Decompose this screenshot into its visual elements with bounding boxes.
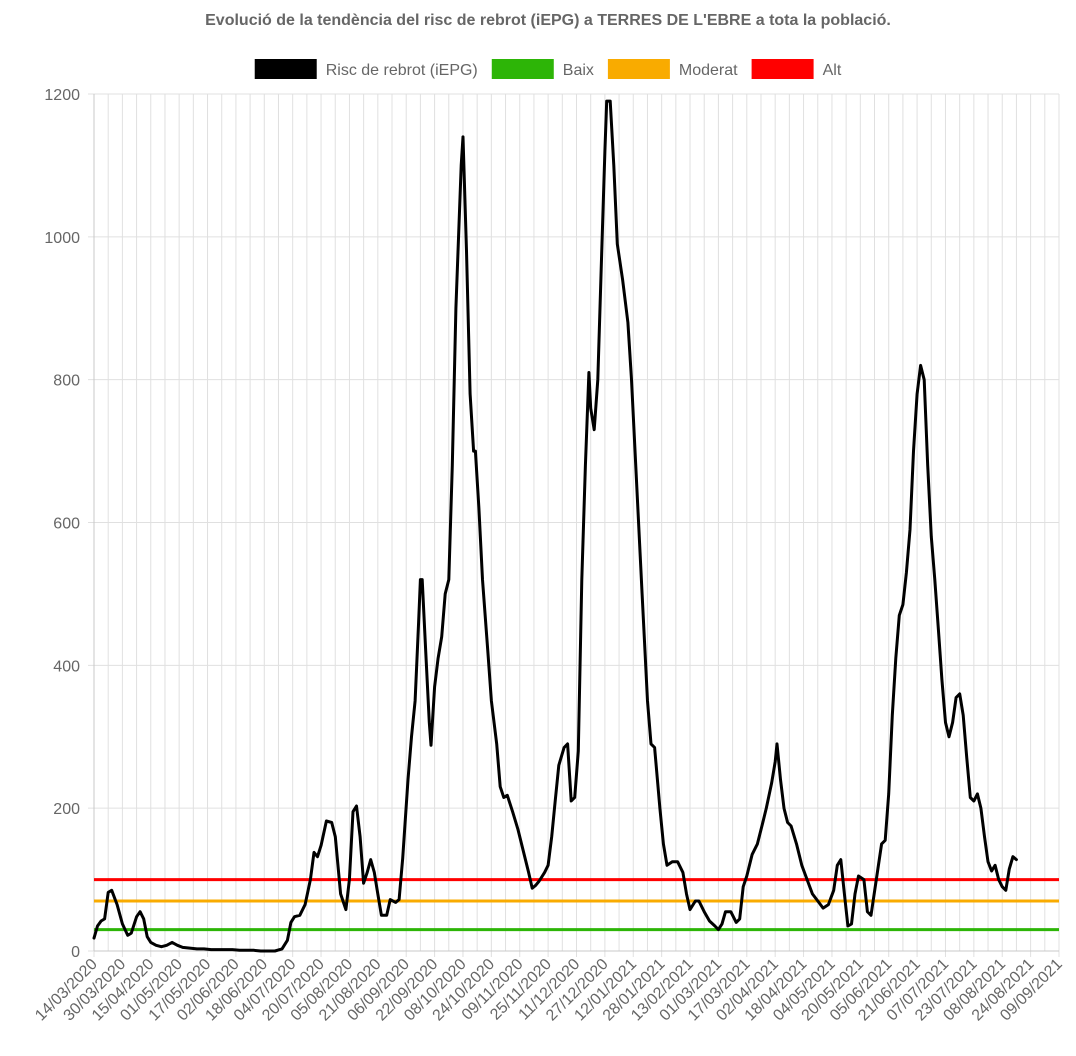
x-axis-ticks: 14/03/202030/03/202015/04/202001/05/2020…	[32, 956, 1066, 1025]
legend-swatch	[254, 59, 317, 79]
legend-swatch	[607, 59, 670, 79]
y-tick-label: 200	[53, 801, 80, 818]
y-tick-label: 400	[53, 658, 80, 675]
grid	[88, 93, 1060, 957]
legend-label: Alt	[823, 62, 842, 79]
y-tick-label: 1000	[44, 230, 80, 247]
y-tick-label: 600	[53, 516, 80, 533]
legend: Risc de rebrot (iEPG) Baix Moderat Alt	[254, 59, 842, 79]
chart-title: Evolució de la tendència del risc de reb…	[205, 12, 891, 29]
legend-label: Baix	[563, 62, 594, 79]
y-axis-ticks: 0 200 400 600 800 1000 1200	[44, 87, 80, 961]
legend-label: Moderat	[679, 62, 738, 79]
legend-item: Baix	[491, 59, 594, 79]
legend-swatch	[751, 59, 814, 79]
series-layer	[92, 99, 1059, 953]
legend-item: Moderat	[607, 59, 738, 79]
y-tick-label: 800	[53, 373, 80, 390]
legend-label: Risc de rebrot (iEPG)	[326, 62, 478, 79]
legend-swatch	[491, 59, 554, 79]
legend-item: Alt	[751, 59, 842, 79]
y-tick-label: 0	[71, 944, 80, 961]
series-line-iepg	[92, 99, 1018, 953]
y-tick-label: 1200	[44, 87, 80, 104]
legend-item: Risc de rebrot (iEPG)	[254, 59, 478, 79]
